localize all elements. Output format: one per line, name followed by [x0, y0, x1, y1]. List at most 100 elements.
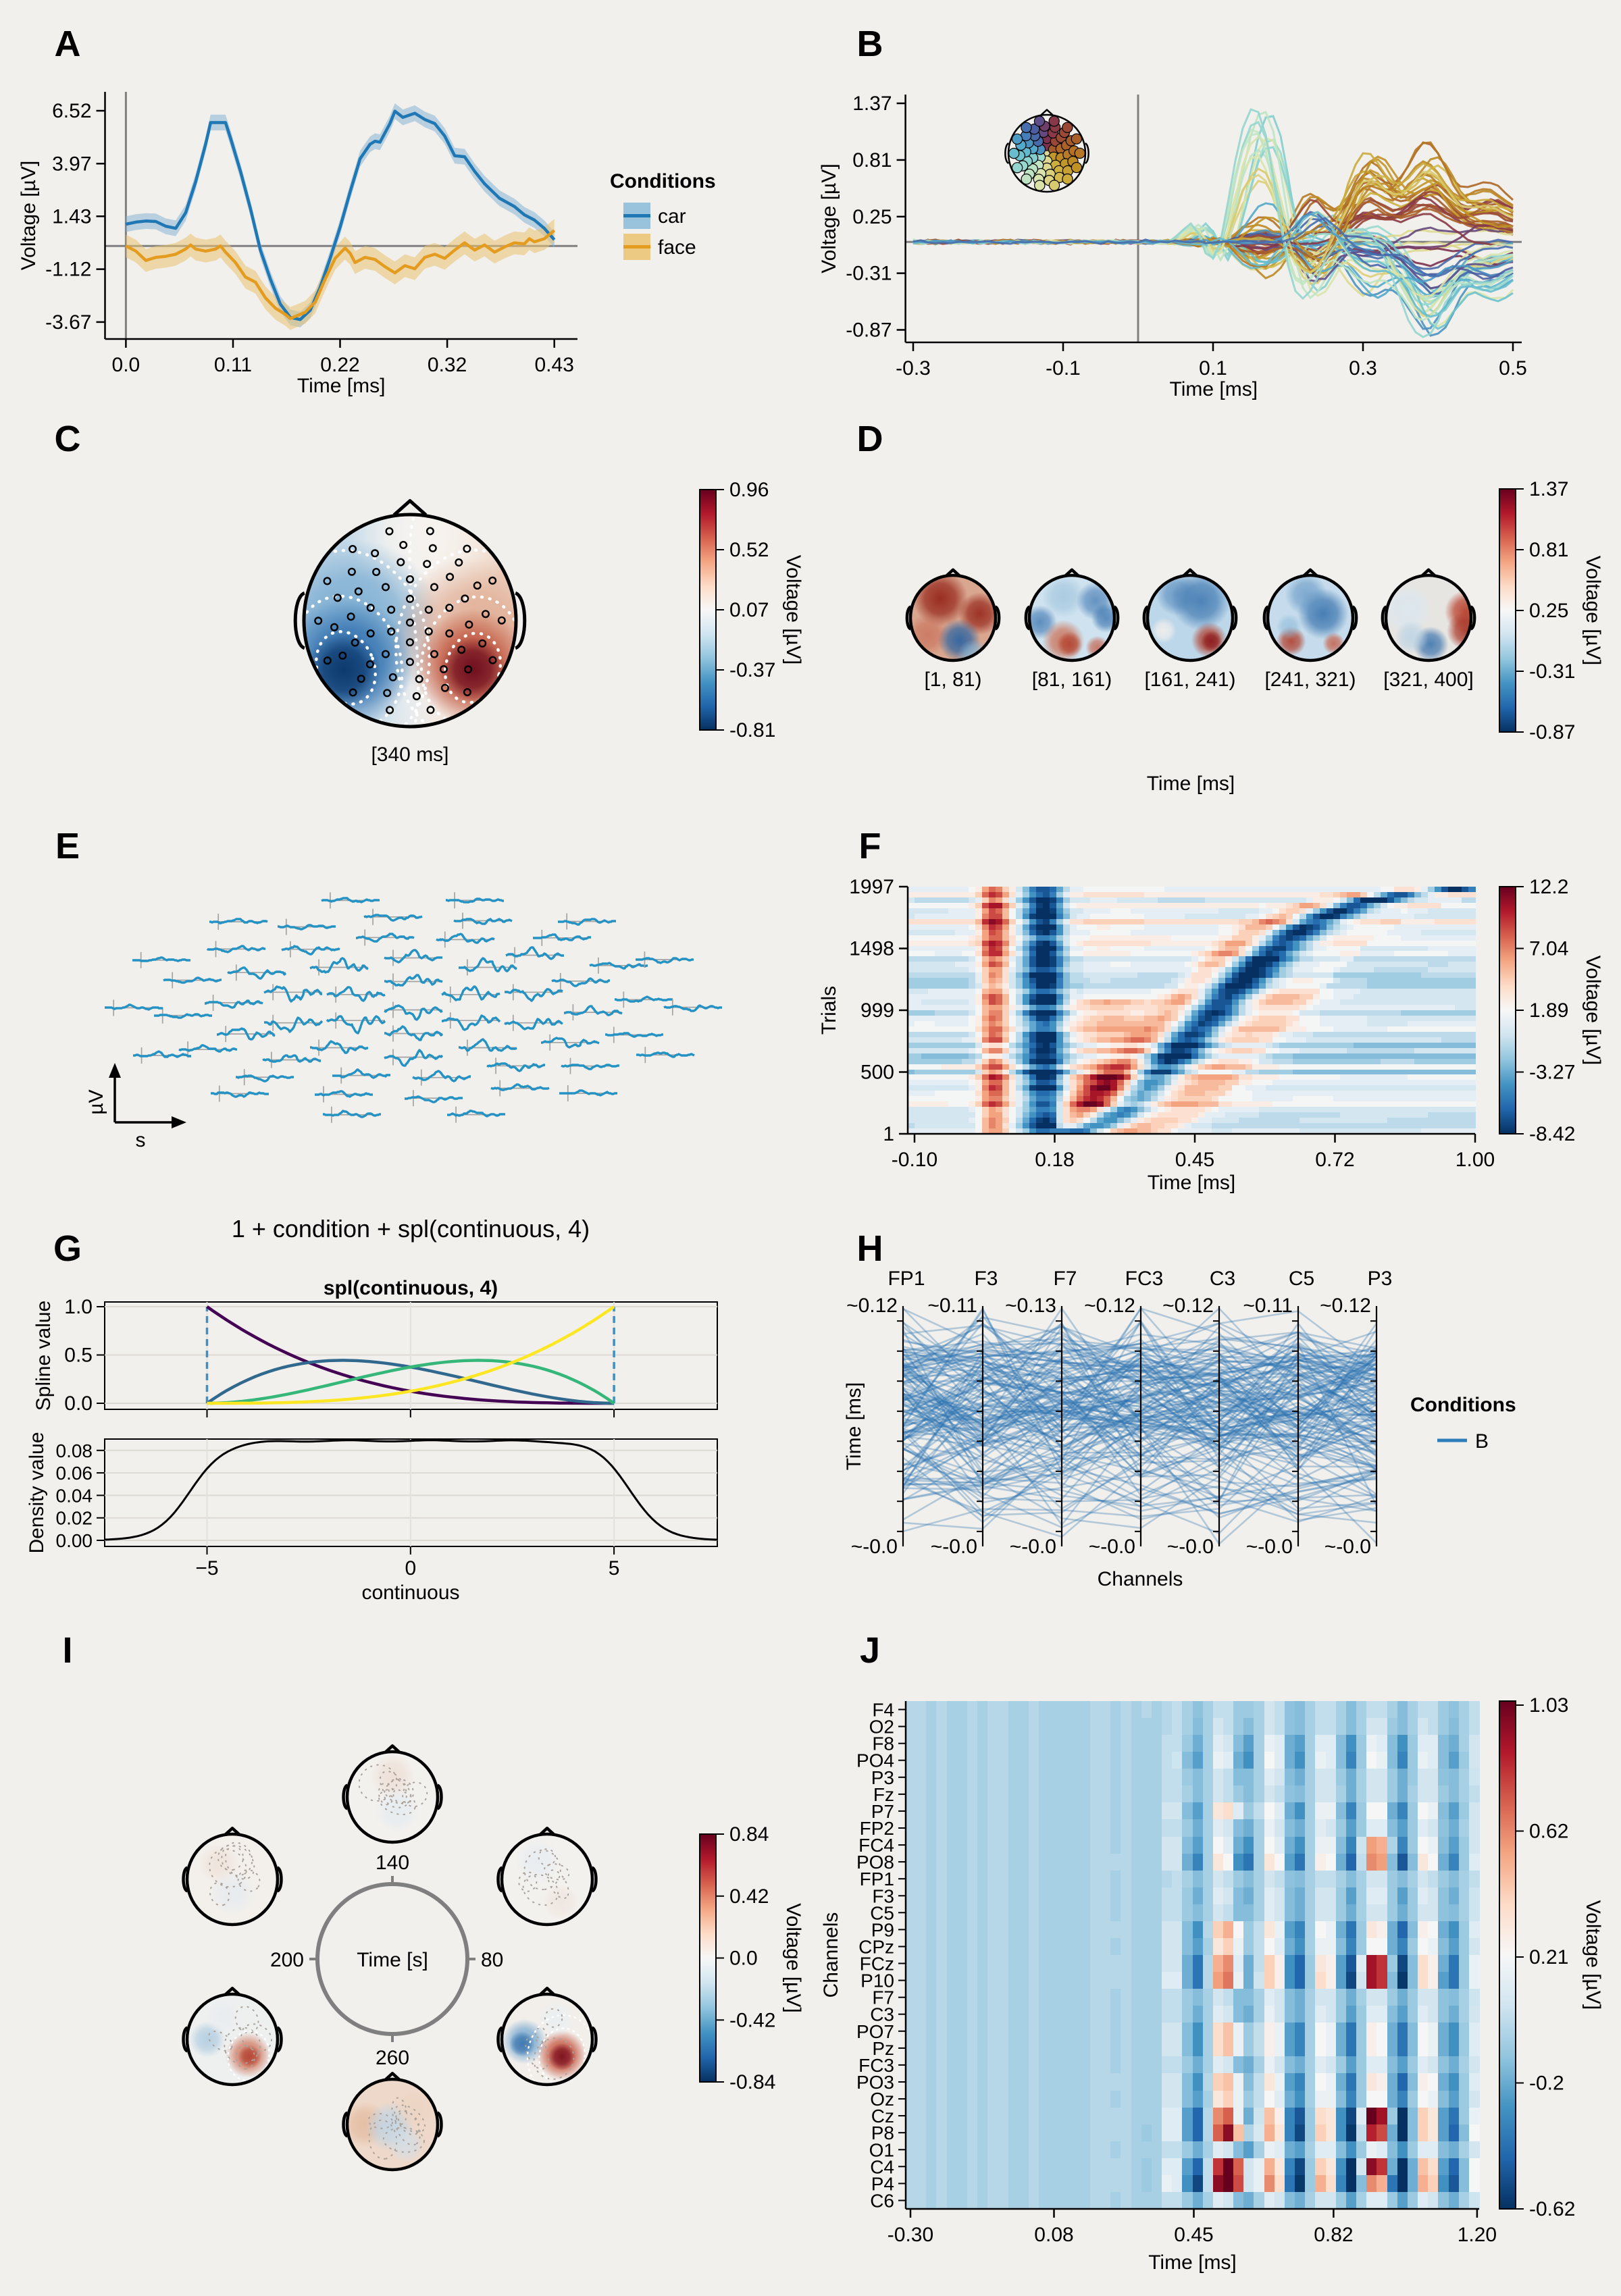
svg-text:~-0.0: ~-0.0 [931, 1536, 977, 1558]
svg-text:0.72: 0.72 [1315, 1149, 1354, 1171]
svg-text:FC3: FC3 [858, 2055, 894, 2076]
svg-text:PO4: PO4 [856, 1750, 894, 1771]
svg-text:0.04: 0.04 [56, 1485, 93, 1506]
svg-text:Density value: Density value [26, 1432, 48, 1553]
svg-text:Oz: Oz [870, 2089, 894, 2110]
svg-text:PO3: PO3 [856, 2072, 894, 2093]
svg-text:-0.37: -0.37 [729, 659, 775, 681]
svg-text:Time [ms]: Time [ms] [1148, 1172, 1236, 1194]
svg-text:Conditions: Conditions [1410, 1394, 1516, 1416]
svg-text:Time [ms]: Time [ms] [1147, 773, 1235, 795]
svg-text:~0.12: ~0.12 [1084, 1295, 1135, 1317]
svg-text:0.81: 0.81 [1529, 539, 1568, 561]
svg-text:1.43: 1.43 [52, 205, 91, 228]
svg-text:C6: C6 [870, 2191, 894, 2212]
svg-text:C: C [55, 419, 81, 459]
svg-text:[321, 400]: [321, 400] [1383, 669, 1473, 691]
svg-text:H: H [857, 1228, 883, 1269]
svg-text:0.08: 0.08 [56, 1440, 93, 1461]
svg-text:0.81: 0.81 [852, 149, 892, 172]
svg-text:0.00: 0.00 [56, 1530, 93, 1551]
svg-text:-0.31: -0.31 [1529, 660, 1575, 683]
svg-text:face: face [658, 236, 696, 259]
svg-text:0.0: 0.0 [64, 1392, 93, 1415]
svg-text:Fz: Fz [873, 1784, 894, 1805]
svg-text:FC3: FC3 [1125, 1268, 1164, 1290]
svg-text:0.21: 0.21 [1529, 1946, 1568, 1968]
svg-text:Voltage [µV]: Voltage [µV] [18, 161, 40, 270]
svg-text:0.22: 0.22 [320, 354, 359, 376]
svg-text:Trials: Trials [818, 986, 840, 1035]
svg-text:Time [ms]: Time [ms] [297, 375, 386, 397]
svg-text:P8: P8 [871, 2122, 894, 2143]
svg-text:0.43: 0.43 [535, 354, 574, 376]
svg-text:0.25: 0.25 [852, 206, 892, 228]
svg-text:0.96: 0.96 [729, 479, 769, 501]
svg-text:P3: P3 [1368, 1268, 1393, 1290]
svg-text:999: 999 [860, 999, 894, 1022]
svg-text:C5: C5 [870, 1902, 894, 1923]
svg-text:0.5: 0.5 [64, 1345, 93, 1367]
svg-text:0.5: 0.5 [1499, 357, 1527, 380]
svg-text:[81, 161): [81, 161) [1032, 669, 1112, 691]
svg-text:FC4: FC4 [858, 1835, 894, 1856]
svg-text:F: F [859, 826, 881, 866]
svg-text:1.37: 1.37 [1529, 478, 1568, 500]
svg-text:260: 260 [376, 2047, 409, 2069]
svg-text:-0.10: -0.10 [892, 1149, 937, 1171]
svg-text:-0.62: -0.62 [1529, 2198, 1575, 2220]
svg-text:12.2: 12.2 [1529, 876, 1568, 898]
svg-text:~-0.0: ~-0.0 [1010, 1536, 1056, 1558]
svg-text:Channels: Channels [1098, 1568, 1183, 1590]
svg-text:1.03: 1.03 [1529, 1694, 1568, 1717]
svg-text:E: E [55, 826, 80, 866]
svg-text:P3: P3 [871, 1767, 894, 1788]
svg-text:0.32: 0.32 [428, 354, 467, 376]
svg-text:-3.67: -3.67 [45, 311, 91, 334]
svg-text:Pz: Pz [872, 2038, 894, 2059]
svg-text:200: 200 [270, 1949, 304, 1971]
svg-text:Time [ms]: Time [ms] [1170, 378, 1258, 400]
svg-text:1: 1 [883, 1123, 894, 1145]
svg-text:0.84: 0.84 [729, 1823, 769, 1846]
svg-text:-0.2: -0.2 [1529, 2072, 1564, 2095]
svg-text:6.52: 6.52 [52, 100, 91, 122]
svg-text:-0.1: -0.1 [1046, 357, 1081, 380]
svg-text:Spline value: Spline value [32, 1301, 55, 1411]
svg-text:[1, 81): [1, 81) [924, 669, 981, 691]
svg-text:Conditions: Conditions [610, 170, 716, 192]
svg-text:0: 0 [405, 1557, 416, 1580]
svg-text:5: 5 [609, 1557, 620, 1580]
svg-text:~0.12: ~0.12 [1162, 1295, 1214, 1317]
svg-text:0.45: 0.45 [1174, 2224, 1213, 2246]
svg-text:Voltage [µV]: Voltage [µV] [782, 555, 804, 664]
svg-text:-0.30: -0.30 [887, 2224, 933, 2246]
svg-text:C3: C3 [870, 2004, 894, 2025]
svg-text:0.25: 0.25 [1529, 600, 1568, 622]
svg-text:CPz: CPz [858, 1937, 894, 1958]
svg-text:Cz: Cz [871, 2106, 894, 2127]
svg-text:O1: O1 [869, 2139, 894, 2160]
svg-text:-0.87: -0.87 [846, 319, 892, 342]
svg-text:1498: 1498 [849, 938, 894, 960]
svg-text:~-0.0: ~-0.0 [1246, 1536, 1293, 1558]
svg-text:F4: F4 [872, 1700, 894, 1721]
svg-text:Voltage [µV]: Voltage [µV] [818, 163, 840, 273]
svg-text:B: B [857, 24, 883, 64]
svg-text:[241, 321): [241, 321) [1264, 669, 1356, 691]
svg-text:FCz: FCz [860, 1954, 894, 1975]
svg-text:1.89: 1.89 [1529, 999, 1568, 1022]
svg-text:0.82: 0.82 [1314, 2224, 1353, 2246]
svg-text:P9: P9 [871, 1919, 894, 1940]
svg-text:0.62: 0.62 [1529, 1821, 1568, 1843]
svg-text:~0.11: ~0.11 [927, 1295, 977, 1317]
svg-text:FP1: FP1 [887, 1268, 925, 1290]
svg-text:0.07: 0.07 [729, 599, 769, 621]
svg-text:80: 80 [481, 1949, 503, 1971]
svg-text:I: I [62, 1630, 72, 1671]
svg-text:s: s [136, 1129, 146, 1151]
svg-text:0.02: 0.02 [56, 1508, 93, 1529]
svg-text:Channels: Channels [820, 1912, 842, 1998]
svg-text:-0.81: -0.81 [729, 719, 775, 741]
svg-text:Voltage [µV]: Voltage [µV] [782, 1903, 804, 2012]
